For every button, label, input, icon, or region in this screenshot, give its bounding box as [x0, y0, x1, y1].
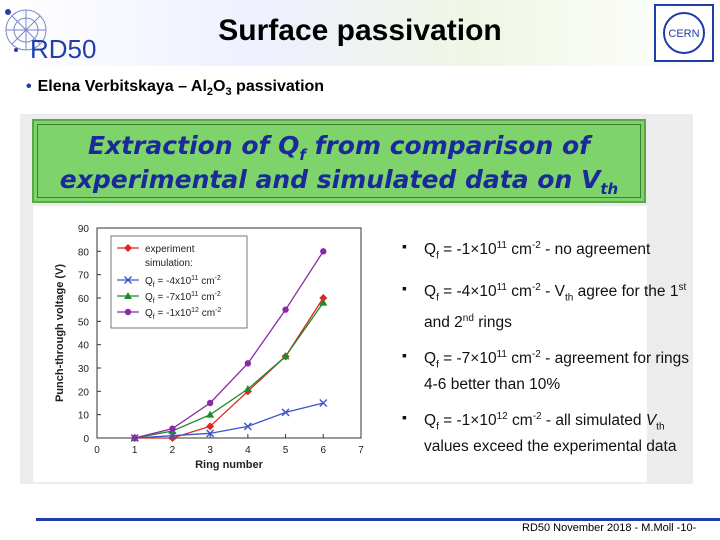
speaker-topic: • Elena Verbitskaya – Al2O3 passivation	[26, 78, 324, 98]
y-tick-label: 10	[78, 411, 90, 422]
cern-logo: CERN	[652, 2, 716, 64]
data-point-s1-3	[243, 422, 252, 431]
y-tick-label: 70	[78, 271, 90, 282]
legend-marker-3	[124, 308, 132, 316]
title-banner: Extraction of Qf from comparison of expe…	[32, 119, 646, 203]
data-point-s0-5	[319, 294, 328, 302]
x-axis-label: Ring number	[195, 459, 264, 471]
finding-2: Qf = -4×1011 cm-2 - Vth agree for the 1s…	[402, 278, 692, 332]
legend-marker-0	[124, 244, 132, 252]
x-tick-label: 0	[94, 445, 100, 456]
punch-through-chart: 0 10 20 30 40 50 60 70 80 90 0 1 2 3 4 5 6 7 Ring number Pu…	[54, 224, 364, 471]
topic-sub2: 3	[225, 86, 232, 99]
y-tick-label: 80	[78, 247, 90, 258]
topic-suffix: passivation	[231, 78, 325, 95]
finding-4: Qf = -1×1012 cm-2 - all simulated Vth va…	[402, 407, 692, 457]
y-tick-label: 30	[78, 364, 90, 375]
series-line-1	[134, 402, 324, 439]
data-point-s0-2	[206, 422, 215, 431]
series-line-3	[134, 250, 324, 439]
footer-divider	[36, 518, 720, 521]
legend-marker-1	[124, 276, 132, 284]
x-tick-label: 1	[132, 445, 138, 456]
data-point-s3-4	[282, 306, 289, 313]
y-axis-label: Punch-through voltage (V)	[54, 264, 66, 402]
rd50-logo-text: RD50	[30, 34, 96, 64]
data-point-s2-4	[281, 352, 290, 360]
legend-marker-2	[124, 292, 132, 299]
topic-mid: O	[213, 78, 226, 95]
banner-line-2: experimental and simulated data on Vth	[59, 165, 619, 198]
data-point-s2-3	[243, 385, 252, 392]
finding-3: Qf = -7×1011 cm-2 - agreement for rings …	[402, 345, 692, 395]
x-tick-label: 3	[207, 445, 213, 456]
x-tick-label: 6	[321, 445, 327, 456]
finding-1: Qf = -1×1011 cm-2 - no agreement	[402, 236, 692, 266]
data-point-s1-2	[206, 429, 215, 438]
data-point-s3-0	[131, 434, 138, 442]
rd50-logo: RD50	[2, 2, 120, 64]
legend-label-simulation: simulation:	[145, 258, 193, 269]
data-point-s3-1	[169, 425, 176, 432]
data-point-s2-2	[206, 410, 215, 418]
y-tick-label: 20	[78, 387, 90, 398]
y-tick-label: 60	[78, 294, 90, 305]
y-tick-label: 50	[78, 317, 90, 328]
legend-label-sim-3: Qf = -1x1012 cm-2	[145, 307, 221, 321]
legend-box	[110, 235, 248, 329]
x-tick-label: 7	[358, 445, 364, 456]
legend-label-sim-1: Qf = -4x1011 cm-2	[145, 275, 221, 289]
topic-prefix: Elena Verbitskaya – Al	[37, 78, 207, 95]
x-tick-label: 2	[170, 445, 176, 456]
data-point-s1-5	[319, 399, 328, 407]
y-tick-label: 40	[78, 341, 90, 352]
plot-frame	[96, 227, 362, 439]
y-tick-label: 0	[83, 434, 89, 445]
data-point-s3-2	[206, 399, 214, 407]
data-point-s2-5	[319, 298, 328, 306]
slide-header: RD50 Surface passivation CERN	[0, 0, 720, 66]
banner-line-1: Extraction of Qf from comparison of	[87, 131, 591, 164]
data-point-s3-5	[320, 248, 327, 255]
page-title: Surface passivation	[218, 14, 502, 47]
data-point-s1-4	[281, 408, 290, 417]
y-tick-label: 90	[78, 224, 90, 235]
bullet-dot: •	[26, 78, 32, 95]
series-line-2	[134, 302, 324, 439]
x-tick-label: 5	[283, 445, 289, 456]
data-point-s3-3	[244, 360, 252, 367]
cern-logo-text: CERN	[668, 28, 699, 40]
footer-text: RD50 November 2018 - M.Moll -10-	[522, 522, 697, 534]
legend-label-experiment: experiment	[145, 244, 195, 255]
topic-sub1: 2	[206, 86, 214, 99]
findings-list: Qf = -1×1011 cm-2 - no agreement Qf = -4…	[402, 236, 692, 469]
legend-label-sim-2: Qf = -7x1011 cm-2	[145, 291, 221, 305]
x-tick-label: 4	[245, 445, 251, 456]
